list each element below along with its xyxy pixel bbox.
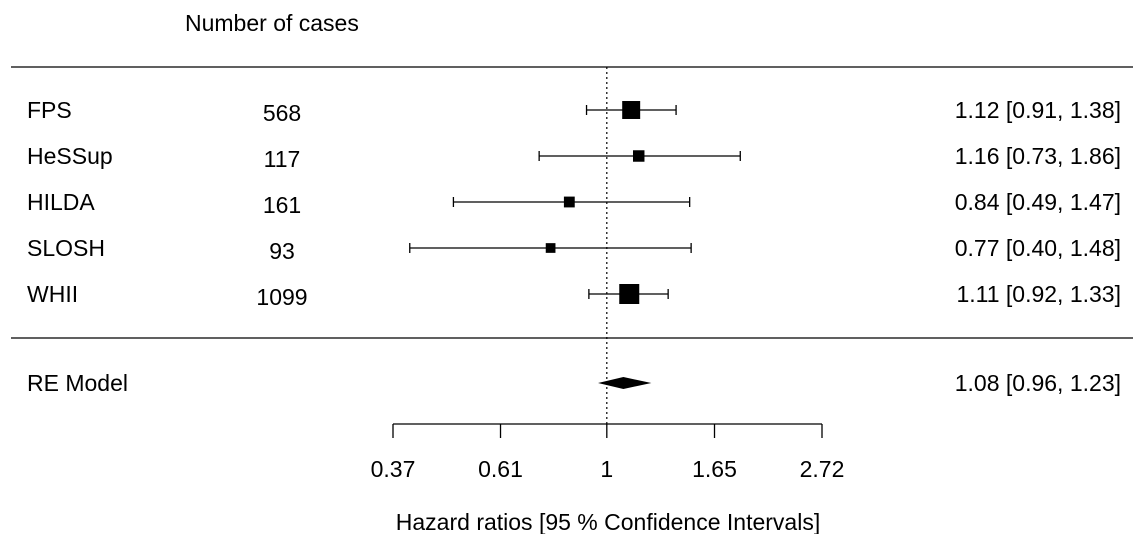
study-rows: FPS 568 1.12 [0.91, 1.38] HeSSup 117 1.16 [0.… [27, 97, 1121, 310]
study-label: WHII [27, 281, 78, 307]
study-row: HeSSup 117 1.16 [0.73, 1.86] [27, 143, 1121, 172]
study-estimate-text: 0.84 [0.49, 1.47] [955, 189, 1121, 215]
x-axis-tick-label: 1.65 [692, 456, 737, 482]
study-label: HeSSup [27, 143, 113, 169]
study-row: WHII 1099 1.11 [0.92, 1.33] [27, 281, 1121, 310]
study-estimate-text: 1.16 [0.73, 1.86] [955, 143, 1121, 169]
study-row: SLOSH 93 0.77 [0.40, 1.48] [27, 235, 1121, 264]
study-cases: 568 [263, 100, 301, 126]
study-estimate-text: 0.77 [0.40, 1.48] [955, 235, 1121, 261]
summary-row: RE Model 1.08 [0.96, 1.23] [27, 370, 1121, 396]
study-row: FPS 568 1.12 [0.91, 1.38] [27, 97, 1121, 126]
x-axis-tick-label: 0.37 [371, 456, 416, 482]
estimate-square [622, 101, 641, 119]
study-estimate-text: 1.12 [0.91, 1.38] [955, 97, 1121, 123]
study-label: HILDA [27, 189, 95, 215]
x-axis-tick-label: 2.72 [800, 456, 845, 482]
study-cases: 93 [269, 238, 295, 264]
summary-estimate-text: 1.08 [0.96, 1.23] [955, 370, 1121, 396]
summary-diamond [598, 377, 652, 389]
summary-label: RE Model [27, 370, 128, 396]
x-axis: 0.37 0.61 1 1.65 2.72 [371, 423, 845, 482]
x-axis-label: Hazard ratios [95 % Confidence Intervals… [396, 509, 820, 534]
study-cases: 161 [263, 192, 301, 218]
estimate-square [563, 196, 575, 208]
estimate-square [632, 150, 645, 162]
study-cases: 1099 [256, 284, 307, 310]
x-axis-tick-label: 0.61 [478, 456, 523, 482]
x-axis-tick-label: 1 [600, 456, 613, 482]
study-label: FPS [27, 97, 72, 123]
column-header-cases: Number of cases [185, 10, 359, 36]
estimate-square [545, 243, 556, 253]
study-estimate-text: 1.11 [0.92, 1.33] [956, 281, 1121, 307]
study-row: HILDA 161 0.84 [0.49, 1.47] [27, 189, 1121, 218]
study-label: SLOSH [27, 235, 105, 261]
estimate-square [619, 284, 640, 304]
study-cases: 117 [264, 146, 301, 172]
